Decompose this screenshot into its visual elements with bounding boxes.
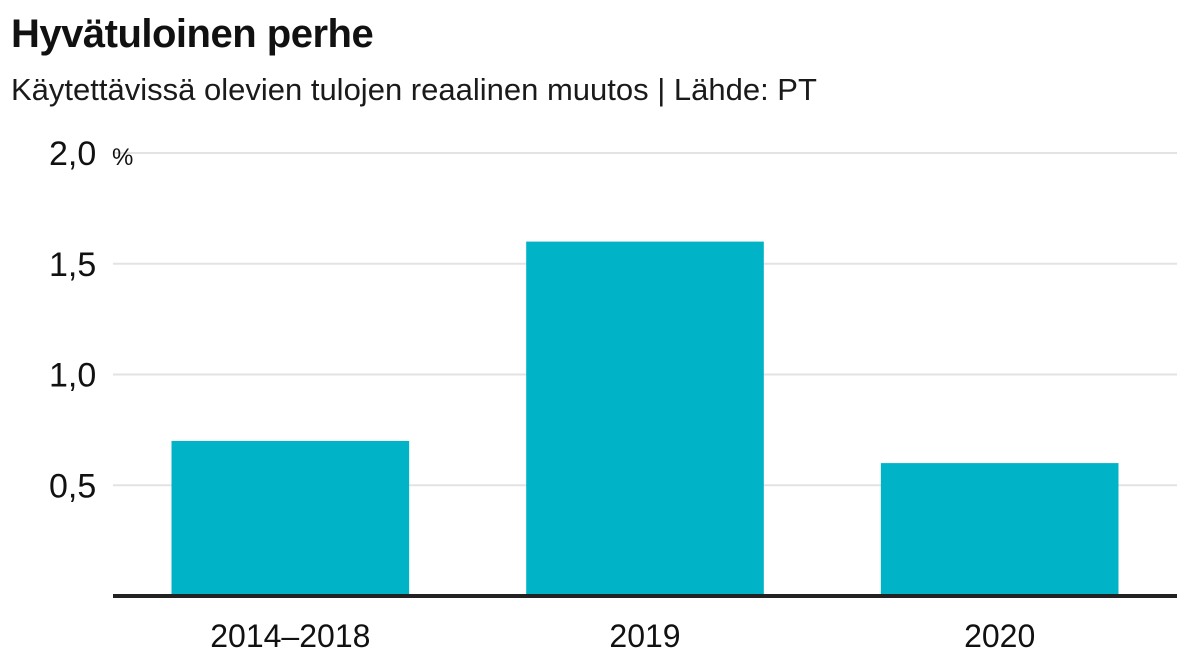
- bar: [880, 463, 1119, 596]
- x-tick-label: 2019: [609, 618, 680, 654]
- y-tick-label: 1,0: [49, 357, 96, 395]
- y-axis-labels: 0,5 1,0 1,5 2,0%: [49, 135, 133, 505]
- chart-subtitle: Käytettävissä olevien tulojen reaalinen …: [11, 72, 817, 107]
- chart-title: Hyvätuloinen perhe: [11, 12, 374, 56]
- x-axis-labels: 2014–2018 2019 2020: [210, 618, 1035, 654]
- y-unit-label: %: [112, 144, 133, 171]
- y-tick-label: 2,0: [49, 135, 96, 173]
- y-tick-label: 0,5: [49, 467, 96, 505]
- bars: [171, 241, 1119, 596]
- bar: [171, 440, 410, 596]
- bar: [526, 241, 764, 596]
- x-tick-label: 2014–2018: [210, 618, 370, 654]
- y-tick-label: 1,5: [49, 246, 96, 284]
- x-tick-label: 2020: [964, 618, 1035, 654]
